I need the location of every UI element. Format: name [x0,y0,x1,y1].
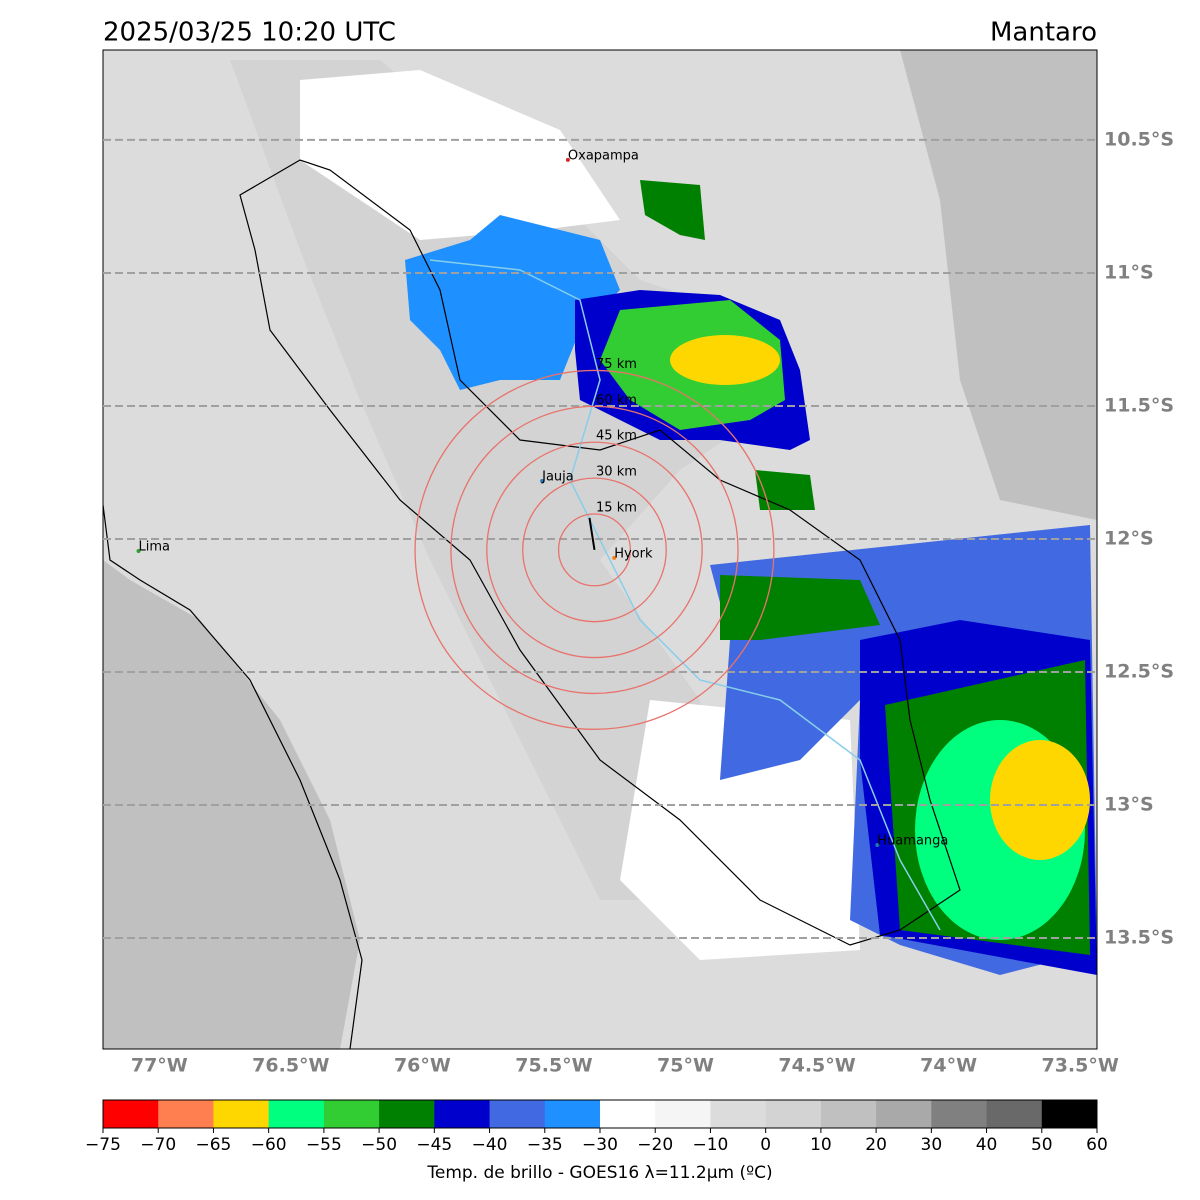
colorbar-tick-label: −75 [85,1135,121,1155]
city-marker [136,548,141,553]
terrain [230,60,740,900]
y-tick-label: 12.5°S [1104,661,1174,683]
colorbar-tick-label: −10 [692,1135,728,1155]
y-tick-label: 12°S [1104,527,1154,549]
colorbar-tick-label: −60 [251,1135,287,1155]
cloud [990,740,1090,860]
colorbar-segment [158,1100,214,1128]
city-label: Lima [139,539,170,554]
basin-boundary [239,159,961,946]
colorbar-tick-label: −65 [195,1135,231,1155]
colorbar-tick-label: −20 [637,1135,673,1155]
colorbar-tick-label: 60 [1086,1135,1108,1155]
colorbar-segment [544,1100,601,1128]
city-marker [565,157,570,162]
terrain [300,70,620,240]
colorbar-tick-label: 30 [921,1135,943,1155]
map-frame [102,49,1098,1050]
ring-label: 60 km [596,393,637,408]
y-tick-label: 11.5°S [1104,394,1174,416]
colorbar-tick-label: −45 [416,1135,452,1155]
colorbar-tick-label: −55 [306,1135,342,1155]
colorbar-segment [213,1100,270,1128]
city-label: Jauja [541,469,574,484]
ocean [103,560,360,1049]
city-label: Hyork [614,546,653,561]
colorbar-segment [655,1100,711,1128]
colorbar-segment [820,1100,877,1128]
colorbar-tick-label: 10 [810,1135,832,1155]
track [588,517,596,551]
y-tick-label: 11°S [1104,261,1154,283]
range-ring [414,369,775,730]
title: 2025/03/25 10:20 UTC [103,18,396,48]
colorbar-segment [103,1100,159,1128]
terrain [620,700,860,960]
colorbar-tick-label: 50 [1031,1135,1053,1155]
ring-label: 45 km [596,429,637,444]
x-tick-label: 74.5°W [778,1055,855,1077]
city-label: Huamanga [877,833,948,848]
colorbar-label: Temp. de brillo - GOES16 λ=11.2μm (ºC) [426,1163,772,1183]
ring-label: 75 km [596,357,637,372]
map-imagery [103,50,1097,1049]
coastline [103,504,363,1049]
x-tick-label: 77°W [131,1055,188,1077]
colorbar-tick-label: −35 [527,1135,563,1155]
x-tick-label: 76.5°W [252,1055,329,1077]
colorbar-segment [268,1100,325,1128]
colorbar-tick-label: 40 [976,1135,998,1155]
range-ring [557,513,632,587]
cloud [670,335,780,385]
river [429,259,941,931]
colorbar-tick-label: −30 [582,1135,618,1155]
ring-label: 30 km [596,465,637,480]
cloud [755,470,815,510]
cloud [405,215,620,390]
colorbar-segment [710,1100,767,1128]
range-ring [522,477,667,623]
colorbar-segment [434,1100,491,1128]
colorbar-segment [323,1100,380,1128]
city-label: Oxapampa [568,148,639,163]
ring-label: 15 km [596,501,637,516]
city-marker [612,555,617,560]
colorbar-segment [1041,1100,1098,1128]
colorbar-segment [931,1100,988,1128]
colorbar-tick-label: −40 [472,1135,508,1155]
y-tick-label: 10.5°S [1104,128,1174,150]
x-tick-label: 76°W [394,1055,451,1077]
colorbar-segment [379,1100,435,1128]
region: Mantaro [990,18,1097,48]
x-tick-label: 73.5°W [1041,1055,1118,1077]
range-ring [486,441,703,659]
colorbar-tick-label: −50 [361,1135,397,1155]
terrain [900,50,1097,520]
cloud [640,180,705,240]
y-tick-label: 13°S [1104,794,1154,816]
y-tick-label: 13.5°S [1104,927,1174,949]
colorbar-segment [876,1100,932,1128]
colorbar-tick-label: 0 [760,1135,771,1155]
colorbar-segment [600,1100,656,1128]
x-tick-label: 75°W [657,1055,714,1077]
city-marker [875,842,880,847]
colorbar-tick-label: 20 [865,1135,887,1155]
colorbar-segment [986,1100,1043,1128]
x-tick-label: 75.5°W [515,1055,592,1077]
colorbar-tick-label: −70 [140,1135,176,1155]
colorbar-segment [765,1100,822,1128]
range-ring [450,405,739,695]
colorbar-segment [489,1100,546,1128]
city-marker [540,478,545,483]
cloud [720,575,880,640]
x-tick-label: 74°W [920,1055,977,1077]
